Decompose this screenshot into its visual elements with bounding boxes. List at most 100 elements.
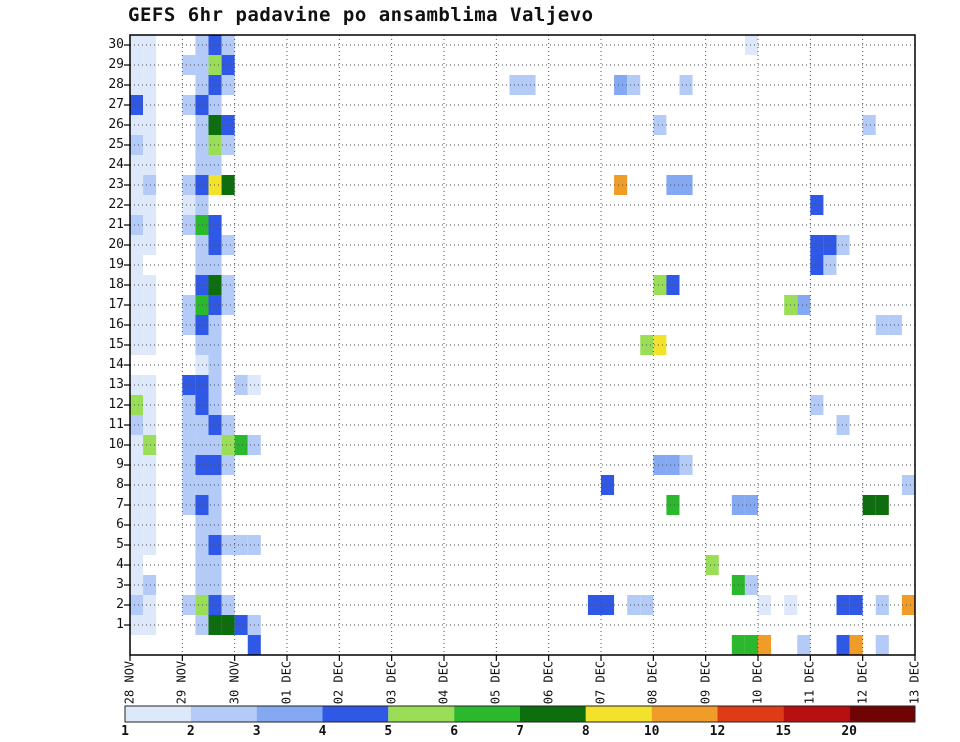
heatmap-cell — [221, 295, 235, 315]
colorbar-tick-label: 1 — [121, 724, 129, 739]
heatmap-cell — [130, 415, 144, 435]
heatmap-cell — [666, 175, 680, 195]
heatmap-cell — [195, 455, 209, 475]
heatmap-cell — [221, 595, 235, 615]
heatmap-cell — [208, 355, 222, 375]
heatmap-cell — [195, 235, 209, 255]
colorbar-tick-label: 8 — [581, 724, 590, 739]
colorbar-segment — [388, 706, 455, 722]
y-axis-label: 28 — [108, 77, 124, 92]
heatmap-cell — [614, 175, 628, 195]
heatmap-cell — [182, 395, 196, 415]
colorbar-tick-label: 6 — [450, 724, 459, 739]
y-axis-label: 25 — [108, 137, 124, 152]
heatmap-cell — [509, 75, 523, 95]
heatmap-cell — [195, 55, 209, 75]
heatmap-cell — [143, 335, 157, 355]
heatmap-cell — [130, 615, 144, 635]
heatmap-cell — [130, 115, 144, 135]
heatmap-cell — [221, 55, 235, 75]
colorbar-segment — [849, 706, 915, 722]
y-axis-label: 5 — [116, 537, 124, 552]
heatmap-cell — [208, 315, 222, 335]
heatmap-cell — [208, 515, 222, 535]
heatmap-cell — [208, 415, 222, 435]
heatmap-cell — [208, 555, 222, 575]
y-axis-label: 15 — [108, 337, 124, 352]
heatmap-cell — [208, 535, 222, 555]
heatmap-cell — [653, 275, 667, 295]
heatmap-cell — [143, 115, 157, 135]
heatmap-cell — [208, 375, 222, 395]
y-axis-label: 18 — [108, 277, 124, 292]
heatmap-cell — [143, 155, 157, 175]
heatmap-cell — [130, 215, 144, 235]
heatmap-cell — [208, 435, 222, 455]
heatmap-cell — [208, 595, 222, 615]
colorbar-segment — [190, 706, 257, 722]
heatmap-cell — [208, 175, 222, 195]
heatmap-cell — [208, 155, 222, 175]
heatmap-cell — [195, 575, 209, 595]
colorbar-tick-label: 12 — [709, 724, 726, 739]
heatmap-cell — [221, 615, 235, 635]
heatmap-cell — [627, 595, 641, 615]
heatmap-cell — [823, 255, 837, 275]
heatmap-cell — [653, 455, 667, 475]
heatmap-cell — [221, 75, 235, 95]
y-axis-label: 21 — [108, 217, 124, 232]
heatmap-cell — [208, 575, 222, 595]
heatmap-cell — [182, 595, 196, 615]
y-axis-label: 3 — [116, 577, 124, 592]
heatmap-cell — [182, 475, 196, 495]
heatmap-cell — [195, 115, 209, 135]
heatmap-cell — [143, 295, 157, 315]
heatmap-cell — [130, 335, 144, 355]
heatmap-cell — [195, 75, 209, 95]
y-axis-label: 30 — [108, 37, 124, 52]
y-axis-label: 16 — [108, 317, 124, 332]
heatmap-cell — [195, 555, 209, 575]
x-axis-label: 07 DEC — [593, 660, 608, 705]
heatmap-cell — [143, 95, 157, 115]
heatmap-cell — [182, 195, 196, 215]
heatmap-cell — [208, 455, 222, 475]
heatmap-cell — [143, 595, 157, 615]
heatmap-cell — [130, 435, 144, 455]
heatmap-cell — [195, 275, 209, 295]
y-axis-label: 12 — [108, 397, 124, 412]
heatmap-cell — [130, 255, 144, 275]
heatmap-cell — [195, 435, 209, 455]
colorbar-tick-label: 4 — [318, 724, 327, 739]
colorbar-tick-label: 20 — [841, 724, 857, 739]
heatmap-cell — [182, 375, 196, 395]
heatmap-cell — [143, 395, 157, 415]
heatmap-cell — [130, 155, 144, 175]
heatmap-cell — [247, 635, 261, 655]
heatmap-cell — [195, 415, 209, 435]
colorbar-segment — [520, 706, 586, 722]
heatmap-cell — [862, 495, 876, 515]
heatmap-cell — [195, 175, 209, 195]
heatmap-cell — [182, 55, 196, 75]
heatmap-cell — [182, 295, 196, 315]
heatmap-cell — [130, 575, 144, 595]
colorbar-segment — [717, 706, 784, 722]
heatmap-cell — [221, 455, 235, 475]
colorbar-segment — [651, 706, 718, 722]
heatmap-cell — [888, 315, 902, 335]
heatmap-cell — [195, 615, 209, 635]
heatmap-cell — [130, 55, 144, 75]
heatmap-cell — [208, 215, 222, 235]
x-axis-label: 02 DEC — [331, 660, 346, 705]
heatmap-cell — [234, 435, 248, 455]
heatmap-cell — [862, 115, 876, 135]
heatmap-cell — [744, 575, 758, 595]
heatmap-cell — [234, 375, 248, 395]
heatmap-cell — [195, 535, 209, 555]
y-axis-label: 19 — [108, 257, 124, 272]
heatmap-cell — [195, 95, 209, 115]
y-axis-label: 24 — [108, 157, 124, 172]
heatmap-cell — [208, 135, 222, 155]
